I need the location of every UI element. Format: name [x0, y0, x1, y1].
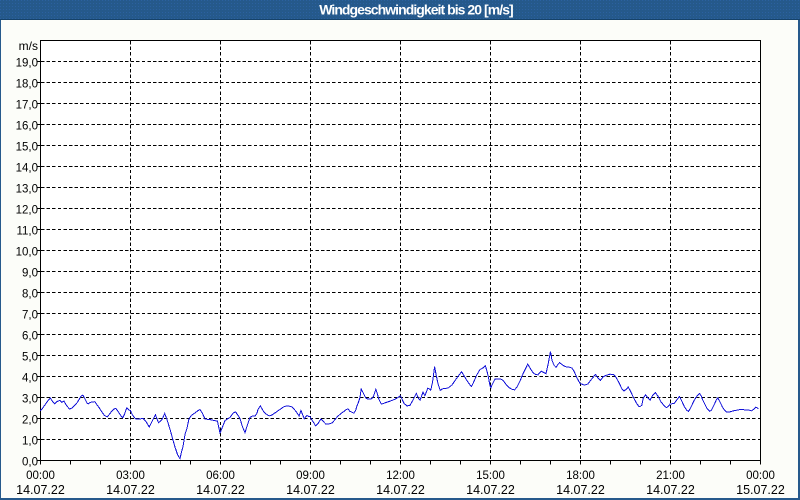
- svg-text:03:00: 03:00: [116, 470, 145, 482]
- svg-text:1,0: 1,0: [22, 436, 38, 448]
- svg-text:14.07.22: 14.07.22: [466, 483, 515, 497]
- svg-text:15,0: 15,0: [16, 142, 38, 154]
- svg-text:18,0: 18,0: [16, 79, 38, 91]
- svg-text:19,0: 19,0: [16, 58, 38, 70]
- svg-text:06:00: 06:00: [206, 470, 235, 482]
- svg-text:6,0: 6,0: [22, 331, 38, 343]
- svg-text:8,0: 8,0: [22, 289, 38, 301]
- svg-text:14.07.22: 14.07.22: [556, 483, 605, 497]
- svg-text:10,0: 10,0: [16, 247, 38, 259]
- svg-text:5,0: 5,0: [22, 352, 38, 364]
- svg-text:m/s: m/s: [19, 39, 38, 53]
- svg-text:09:00: 09:00: [296, 470, 325, 482]
- svg-text:17,0: 17,0: [16, 100, 38, 112]
- svg-text:Windgeschwindigkeit bis 20 [m/: Windgeschwindigkeit bis 20 [m/s]: [319, 2, 513, 18]
- svg-text:14.07.22: 14.07.22: [376, 483, 425, 497]
- svg-text:16,0: 16,0: [16, 121, 38, 133]
- svg-text:3,0: 3,0: [22, 394, 38, 406]
- svg-text:00:00: 00:00: [26, 470, 55, 482]
- svg-text:14.07.22: 14.07.22: [106, 483, 155, 497]
- svg-text:12,0: 12,0: [16, 205, 38, 217]
- svg-text:11,0: 11,0: [16, 226, 38, 238]
- svg-text:4,0: 4,0: [22, 373, 38, 385]
- svg-text:7,0: 7,0: [22, 310, 38, 322]
- svg-text:18:00: 18:00: [566, 470, 595, 482]
- svg-text:14.07.22: 14.07.22: [16, 483, 65, 497]
- svg-text:14.07.22: 14.07.22: [646, 483, 695, 497]
- svg-text:00:00: 00:00: [746, 470, 775, 482]
- svg-text:21:00: 21:00: [656, 470, 685, 482]
- svg-text:13,0: 13,0: [16, 184, 38, 196]
- svg-text:14.07.22: 14.07.22: [196, 483, 245, 497]
- svg-text:2,0: 2,0: [22, 415, 38, 427]
- svg-text:12:00: 12:00: [386, 470, 415, 482]
- svg-text:14,0: 14,0: [16, 163, 38, 175]
- svg-text:9,0: 9,0: [22, 268, 38, 280]
- svg-text:15.07.22: 15.07.22: [736, 483, 785, 497]
- svg-text:14.07.22: 14.07.22: [286, 483, 335, 497]
- svg-text:0,0: 0,0: [22, 457, 38, 469]
- svg-text:15:00: 15:00: [476, 470, 505, 482]
